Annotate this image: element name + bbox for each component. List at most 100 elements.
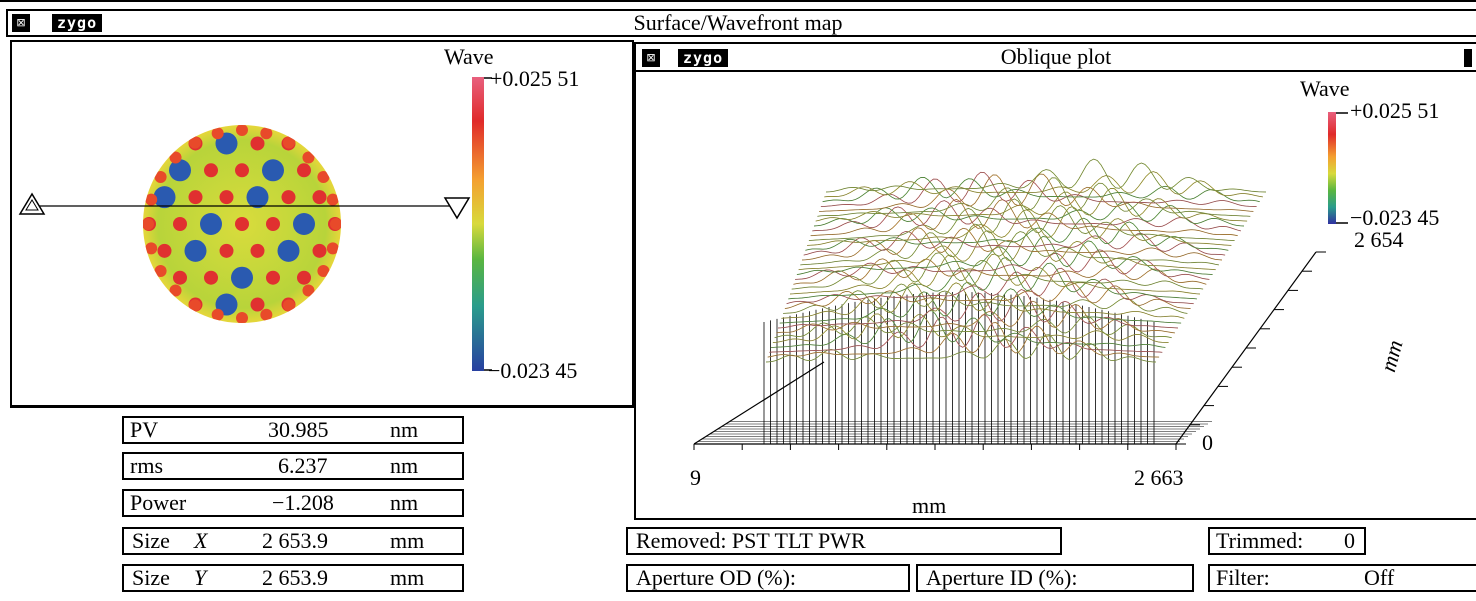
trough-spot bbox=[246, 186, 269, 209]
surface-ridge-line bbox=[786, 267, 1194, 305]
rim-spot bbox=[283, 136, 295, 149]
filter-value: Off bbox=[1364, 565, 1395, 590]
peak-spot bbox=[235, 217, 249, 231]
stat-size-y: Size Y 2 653.9 mm bbox=[122, 564, 464, 592]
surface-ridge-shadow bbox=[786, 268, 1194, 304]
surface-ridge-shadow bbox=[779, 281, 1182, 324]
peak-spot bbox=[188, 190, 203, 205]
oblique-scale-min-label: −0.023 45 bbox=[1350, 205, 1440, 230]
x-axis-max-label: 2 663 bbox=[1134, 465, 1184, 490]
stat-rms: rms 6.237 nm bbox=[122, 452, 464, 480]
surface-ridge-shadow bbox=[808, 198, 1235, 241]
main-title-bar bbox=[6, 9, 1476, 37]
surface-ridge-shadow bbox=[783, 283, 1188, 314]
peak-spot bbox=[297, 270, 311, 285]
rim-spot bbox=[143, 218, 154, 230]
rim-spot bbox=[236, 125, 248, 136]
rim-spot bbox=[169, 284, 182, 297]
surface-ridge-line bbox=[772, 313, 1169, 344]
peak-spot bbox=[173, 217, 187, 231]
stat-label: PV bbox=[130, 417, 159, 442]
peak-spot bbox=[250, 297, 265, 312]
stat-power: Power −1.208 nm bbox=[122, 489, 464, 517]
surface-ridge-shadow bbox=[777, 289, 1179, 329]
stat-unit: nm bbox=[390, 417, 419, 442]
stat-unit: mm bbox=[390, 528, 425, 553]
surface-ridge-shadow bbox=[825, 158, 1267, 193]
surface-map-panel: Wave +0.025 51 −0.023 45 bbox=[10, 40, 634, 407]
profile-end-marker-icon[interactable] bbox=[443, 197, 471, 220]
peak-spot bbox=[157, 243, 172, 258]
profile-start-marker-icon[interactable] bbox=[18, 192, 46, 215]
oblique-close-icon[interactable]: ⊠ bbox=[642, 49, 660, 67]
surface-ridge-shadow bbox=[769, 314, 1163, 353]
rim-spot bbox=[211, 308, 224, 321]
stat-label: Size bbox=[132, 528, 170, 553]
y-axis-max-label: 2 654 bbox=[1354, 227, 1404, 252]
surface-ridge-line bbox=[765, 334, 1157, 363]
oblique-title-bar bbox=[636, 44, 1476, 72]
stat-value: 2 653.9 bbox=[262, 528, 328, 553]
surface-ridge-line bbox=[820, 171, 1257, 208]
oblique-base-plane bbox=[693, 251, 1317, 445]
rim-spot bbox=[302, 284, 315, 297]
peak-spot bbox=[204, 163, 218, 178]
surface-ridge-shadow bbox=[791, 252, 1204, 290]
scale-label: Wave bbox=[444, 44, 494, 69]
trough-spot bbox=[200, 213, 222, 235]
rim-spot bbox=[154, 265, 167, 277]
oblique-scale-max-label: +0.025 51 bbox=[1350, 98, 1440, 123]
peak-spot bbox=[204, 270, 218, 285]
surface-ridge-shadow bbox=[820, 172, 1257, 207]
surface-ridge-shadow bbox=[800, 223, 1219, 266]
stats-divider bbox=[10, 406, 634, 408]
main-close-icon[interactable]: ⊠ bbox=[12, 14, 30, 32]
rim-spot bbox=[330, 218, 341, 230]
surface-ridge-shadow bbox=[774, 315, 1172, 338]
stat-unit: nm bbox=[390, 490, 419, 515]
stat-value: −1.208 bbox=[272, 490, 334, 515]
stat-size-x: Size X 2 653.9 mm bbox=[122, 527, 464, 555]
trough-spot bbox=[231, 266, 253, 289]
rim-spot bbox=[145, 242, 158, 255]
stat-label: Size bbox=[132, 565, 170, 590]
aperture-id-label: Aperture ID (%): bbox=[926, 565, 1078, 590]
rim-spot bbox=[211, 127, 224, 140]
window-top-border bbox=[0, 0, 1476, 2]
surface-ridge-shadow bbox=[784, 282, 1191, 309]
oblique-title: Oblique plot bbox=[1000, 44, 1112, 69]
stat-unit: mm bbox=[390, 565, 425, 590]
trough-spot bbox=[153, 186, 176, 209]
stats-table: PV 30.985 nm rms 6.237 nm Power −1.208 n… bbox=[122, 416, 464, 596]
oblique-color-scale bbox=[1328, 112, 1336, 224]
surface-ridge-shadow bbox=[796, 236, 1213, 275]
trough-spot bbox=[293, 213, 315, 235]
rim-spot bbox=[189, 136, 201, 149]
peak-spot bbox=[266, 270, 280, 285]
surface-ridge-shadow bbox=[772, 313, 1169, 343]
peak-spot bbox=[312, 243, 327, 258]
oblique-resize-handle[interactable] bbox=[1464, 49, 1472, 67]
x-axis-min-label: 9 bbox=[690, 465, 701, 490]
surface-ridge-line bbox=[791, 252, 1204, 290]
rim-spot bbox=[145, 193, 158, 206]
stat-value: 6.237 bbox=[278, 453, 328, 478]
rim-spot bbox=[326, 193, 339, 206]
peak-spot bbox=[266, 217, 280, 231]
aperture-od-field: Aperture OD (%): bbox=[626, 564, 910, 592]
surface-ridge-shadow bbox=[767, 322, 1160, 358]
surface-ridge-shadow bbox=[807, 206, 1232, 246]
peak-spot bbox=[173, 270, 187, 285]
oblique-zygo-logo: zygo bbox=[678, 49, 729, 67]
x-axis-unit: mm bbox=[912, 493, 947, 518]
surface-ridge-shadow bbox=[817, 177, 1251, 217]
surface-ridge-shadow bbox=[824, 171, 1263, 198]
rim-spot bbox=[326, 242, 339, 255]
surface-ridge-shadow bbox=[793, 258, 1207, 285]
rim-spot bbox=[317, 265, 330, 277]
rim-spot bbox=[189, 299, 201, 312]
trimmed-label: Trimmed: bbox=[1216, 528, 1304, 553]
surface-ridge-shadow bbox=[805, 218, 1229, 251]
removed-field: Removed: PST TLT PWR bbox=[626, 527, 1062, 555]
oblique-3d-surface bbox=[693, 112, 1348, 450]
